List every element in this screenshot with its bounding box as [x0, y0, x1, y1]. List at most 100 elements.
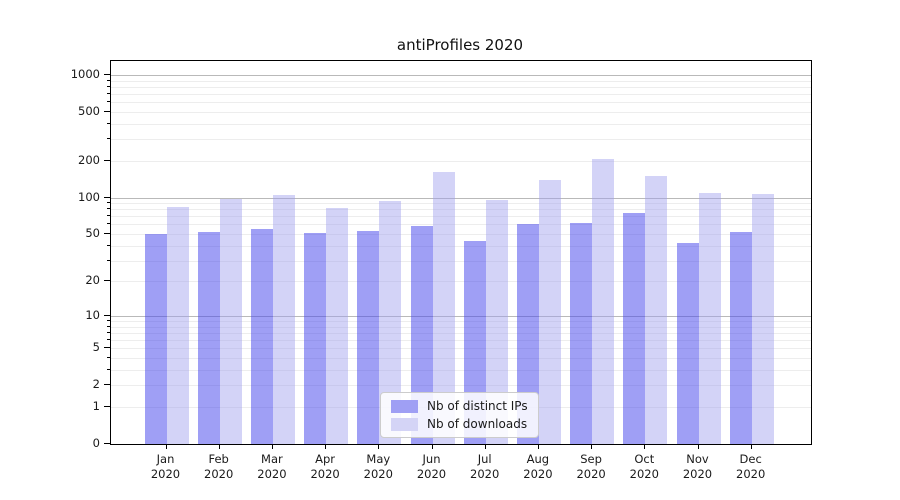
x-tick-label-month: Sep [580, 452, 602, 466]
bar-downloads-aug [538, 180, 561, 444]
x-tick-label-month: Feb [208, 452, 229, 466]
x-tick-label-year: 2020 [576, 467, 606, 481]
y-minor-tick-mark [107, 357, 110, 358]
bar-downloads-dec [751, 194, 774, 444]
y-tick-label: 10 [85, 307, 100, 322]
y-minor-tick-mark [107, 259, 110, 261]
gridline-major [111, 75, 811, 76]
legend: Nb of distinct IPs Nb of downloads [380, 392, 539, 438]
x-tick-mark [697, 444, 699, 449]
bar-distinct-ips-sep [570, 222, 593, 444]
x-tick-label-year: 2020 [150, 467, 181, 481]
bar-downloads-may [379, 201, 402, 444]
gridline-minor [111, 260, 811, 262]
y-tick-mark [104, 384, 110, 386]
bar-downloads-jun [432, 171, 455, 444]
gridline-minor [111, 102, 811, 104]
legend-label-distinct-ips: Nb of distinct IPs [427, 399, 528, 413]
gridline-minor [111, 385, 811, 387]
gridline-major [111, 197, 811, 199]
y-tick-label: 500 [78, 104, 100, 118]
y-tick-mark [104, 159, 110, 161]
bar-distinct-ips-dec [729, 231, 752, 444]
gridline-minor [111, 326, 811, 328]
y-minor-tick-mark [107, 325, 110, 327]
y-tick-label: 20 [85, 273, 100, 288]
y-minor-tick-mark [107, 79, 110, 81]
x-tick-label-year: 2020 [736, 467, 766, 481]
x-tick-mark [431, 444, 433, 449]
x-tick-label-year: 2020 [416, 467, 447, 481]
x-tick-mark [750, 444, 752, 449]
gridline-minor [111, 160, 811, 162]
y-minor-tick-mark [107, 339, 110, 341]
x-tick-label-year: 2020 [310, 467, 340, 481]
x-tick-label-year: 2020 [363, 467, 393, 481]
gridline-minor [111, 203, 811, 205]
legend-swatch-distinct-ips [391, 399, 418, 413]
y-tick-label: 2 [92, 377, 100, 392]
y-minor-tick-mark [107, 122, 110, 124]
y-tick-mark [104, 347, 110, 349]
x-tick-label-month: Jan [156, 452, 175, 466]
bar-distinct-ips-mar [250, 229, 273, 444]
x-tick-label-month: Nov [686, 452, 709, 466]
bar-distinct-ips-apr [304, 233, 327, 444]
y-tick-mark [104, 443, 110, 444]
y-minor-tick-mark [107, 244, 110, 246]
bar-downloads-nov [698, 192, 721, 444]
y-tick-label: 5 [92, 340, 100, 355]
gridline-minor [111, 80, 811, 82]
x-tick-label-month: Jul [477, 452, 492, 466]
y-minor-tick-mark [107, 202, 110, 204]
gridline-minor [111, 348, 811, 350]
gridline-minor [111, 139, 811, 141]
y-tick-label: 0 [92, 436, 100, 450]
y-tick-mark [104, 406, 110, 407]
x-tick-label-month: Jun [422, 452, 441, 466]
x-tick-label-year: 2020 [257, 467, 287, 481]
x-tick-label-year: 2020 [470, 467, 500, 481]
x-tick-label-year: 2020 [682, 467, 713, 481]
y-minor-tick-mark [107, 208, 110, 210]
gridline-minor [111, 94, 811, 95]
bar-distinct-ips-nov [676, 243, 699, 444]
bar-downloads-sep [592, 158, 615, 444]
bar-distinct-ips-feb [197, 231, 220, 444]
chart-title: antiProfiles 2020 [396, 36, 524, 54]
x-tick-label-month: Dec [739, 452, 762, 466]
y-minor-tick-mark [107, 93, 110, 94]
y-tick-mark [104, 111, 110, 112]
x-tick-mark [644, 444, 646, 449]
x-tick-label-month: May [366, 452, 391, 466]
gridline-minor [111, 234, 811, 235]
bar-distinct-ips-may [357, 230, 380, 444]
y-minor-tick-mark [107, 320, 110, 321]
x-tick-label-month: Aug [526, 452, 550, 466]
y-tick-mark [104, 280, 110, 282]
legend-label-downloads: Nb of downloads [427, 417, 528, 431]
x-tick-label-month: Oct [634, 452, 655, 466]
legend-swatch-downloads [391, 417, 418, 431]
gridline-minor [111, 332, 811, 334]
y-tick-mark [104, 314, 110, 316]
gridline-minor [111, 224, 811, 226]
legend-entry-downloads: Nb of downloads [391, 417, 528, 431]
x-tick-mark [378, 444, 380, 449]
x-tick-mark [325, 444, 327, 449]
x-tick-label-year: 2020 [204, 467, 234, 481]
bar-distinct-ips-jun [410, 226, 433, 444]
gridline-major [111, 315, 811, 317]
gridline-minor [111, 216, 811, 218]
gridline-minor [111, 340, 811, 342]
x-tick-mark [165, 444, 167, 449]
x-tick-mark [484, 444, 486, 449]
y-minor-tick-mark [107, 223, 110, 225]
gridline-minor [111, 370, 811, 371]
plot-area [110, 60, 812, 445]
gridline-minor [111, 86, 811, 88]
y-minor-tick-mark [107, 331, 110, 333]
x-tick-mark [537, 444, 539, 449]
bar-downloads-feb [219, 198, 242, 444]
x-tick-mark [271, 444, 273, 449]
